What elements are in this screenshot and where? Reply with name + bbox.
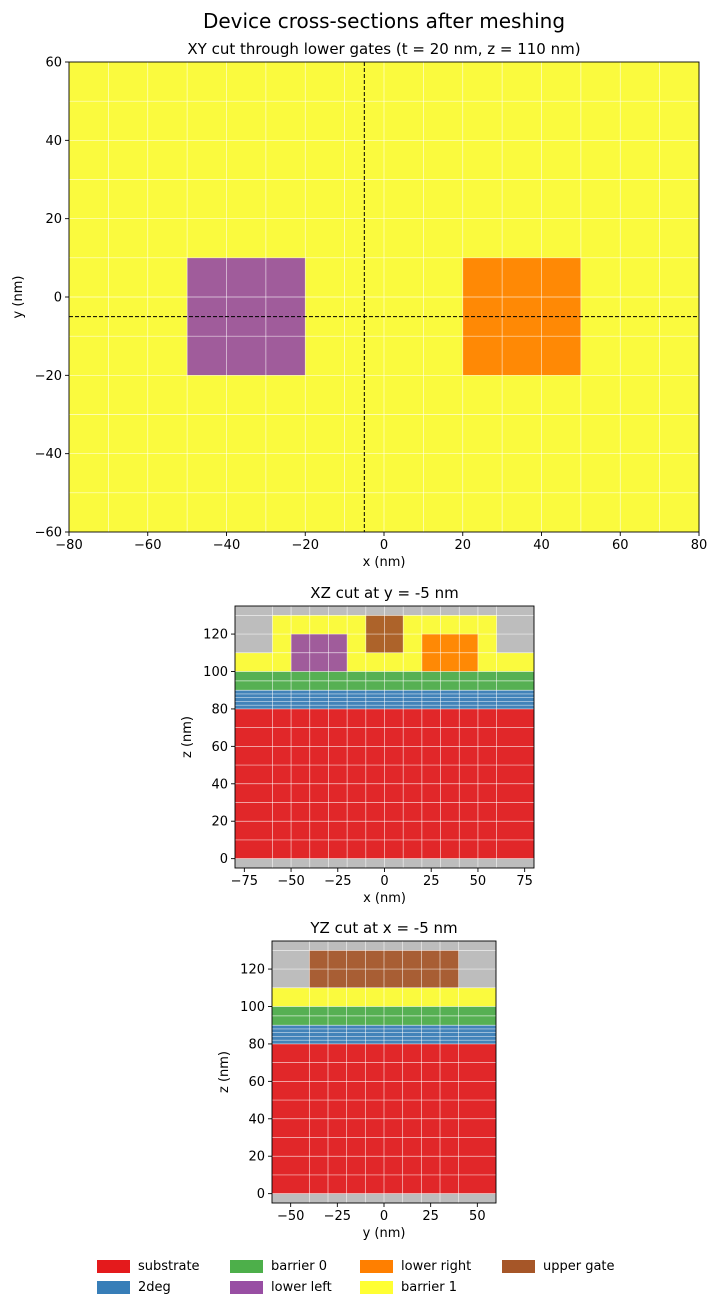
legend-swatch [360, 1280, 393, 1294]
panel-3: −50 −25 0 25 50 0 20 40 60 80 100 120 YZ cut at x = … [217, 919, 497, 1241]
panel-title: YZ cut at x = -5 nm [309, 919, 457, 937]
panel-title: XY cut through lower gates (t = 20 nm, z… [187, 40, 580, 58]
legend-swatch [502, 1259, 535, 1273]
legend-item-barrier1: barrier 1 [360, 1278, 457, 1296]
x-tick-label: −75 [231, 874, 258, 889]
y-axis-label: y (nm) [11, 276, 26, 319]
legend-label: barrier 0 [271, 1258, 328, 1274]
x-tick-label: −60 [134, 538, 161, 553]
y-tick-label: 40 [45, 134, 62, 149]
y-tick-label: 0 [54, 291, 62, 306]
y-tick-label: 80 [211, 702, 228, 717]
y-tick-label: 20 [248, 1150, 265, 1165]
y-tick-label: 20 [211, 815, 228, 830]
plot-area [235, 606, 534, 868]
y-axis-label: z (nm) [180, 716, 195, 758]
y-tick-label: 80 [248, 1037, 265, 1052]
legend-label: upper gate [543, 1258, 615, 1274]
x-tick-label: −25 [324, 874, 351, 889]
y-tick-label: 40 [248, 1112, 265, 1127]
legend-swatch [230, 1280, 263, 1294]
y-tick-label: 60 [45, 56, 62, 71]
x-tick-label: 0 [380, 874, 388, 889]
figure-title: Device cross-sections after meshing [203, 9, 565, 33]
panel-2: −75 −50 −25 0 25 50 75 0 20 40 60 80 100 120 XZ cut at… [180, 584, 535, 906]
y-tick-label: 100 [203, 665, 228, 680]
panels: −80 −60 −40 −20 0 20 40 60 80−60−40−200204060XY … [11, 40, 707, 1241]
x-tick-label: 20 [454, 538, 471, 553]
x-tick-label: −50 [277, 1209, 304, 1224]
legend-swatch [97, 1280, 130, 1294]
y-tick-label: 40 [211, 777, 228, 792]
legend-item-substrate: substrate [97, 1257, 200, 1275]
y-axis-label: z (nm) [217, 1051, 232, 1093]
x-tick-label: −40 [213, 538, 240, 553]
x-tick-label: 40 [533, 538, 550, 553]
y-tick-label: 0 [257, 1187, 265, 1202]
y-tick-label: −40 [35, 447, 62, 462]
legend-item-lower-left: lower left [230, 1278, 332, 1296]
legend-label: lower right [401, 1258, 472, 1274]
legend-swatch [97, 1259, 130, 1273]
x-axis-label: x (nm) [363, 555, 406, 570]
y-tick-label: 20 [45, 212, 62, 227]
x-tick-label: 75 [516, 874, 533, 889]
x-tick-label: 60 [612, 538, 629, 553]
x-tick-label: −50 [277, 874, 304, 889]
x-tick-label: 25 [422, 1209, 439, 1224]
legend-swatch [360, 1259, 393, 1273]
panel-title: XZ cut at y = -5 nm [310, 584, 458, 602]
legend-item-barrier0: barrier 0 [230, 1257, 327, 1275]
legend-label: substrate [138, 1258, 200, 1274]
x-tick-label: 0 [380, 538, 388, 553]
x-tick-label: 80 [691, 538, 708, 553]
x-axis-label: y (nm) [363, 1226, 406, 1241]
x-tick-label: 50 [469, 1209, 486, 1224]
y-tick-label: 120 [203, 628, 228, 643]
x-tick-label: 25 [423, 874, 440, 889]
x-tick-label: −80 [55, 538, 82, 553]
legend-swatch [230, 1259, 263, 1273]
x-tick-label: 50 [470, 874, 487, 889]
y-tick-label: 60 [211, 740, 228, 755]
panel-1: −80 −60 −40 −20 0 20 40 60 80−60−40−200204060XY … [11, 40, 707, 570]
plot-area [272, 941, 496, 1203]
y-tick-label: 0 [220, 852, 228, 867]
legend-label: 2deg [138, 1279, 171, 1295]
legend-item-lower-right: lower right [360, 1257, 471, 1275]
legend-item-upper-gate: upper gate [502, 1257, 615, 1275]
x-tick-label: −20 [292, 538, 319, 553]
legend-item-2deg: 2deg [97, 1278, 171, 1296]
x-axis-label: x (nm) [363, 891, 406, 906]
legend: substrate 2deg barrier 0 lower left lower ri… [97, 1257, 697, 1301]
y-tick-label: 60 [248, 1075, 265, 1090]
x-tick-label: 0 [380, 1209, 388, 1224]
legend-label: barrier 1 [401, 1279, 458, 1295]
y-tick-label: −20 [35, 369, 62, 384]
x-tick-label: −25 [324, 1209, 351, 1224]
legend-label: lower left [271, 1279, 332, 1295]
plot-area [69, 62, 699, 532]
y-tick-label: −60 [35, 526, 62, 541]
y-tick-label: 100 [240, 1000, 265, 1015]
y-tick-label: 120 [240, 963, 265, 978]
